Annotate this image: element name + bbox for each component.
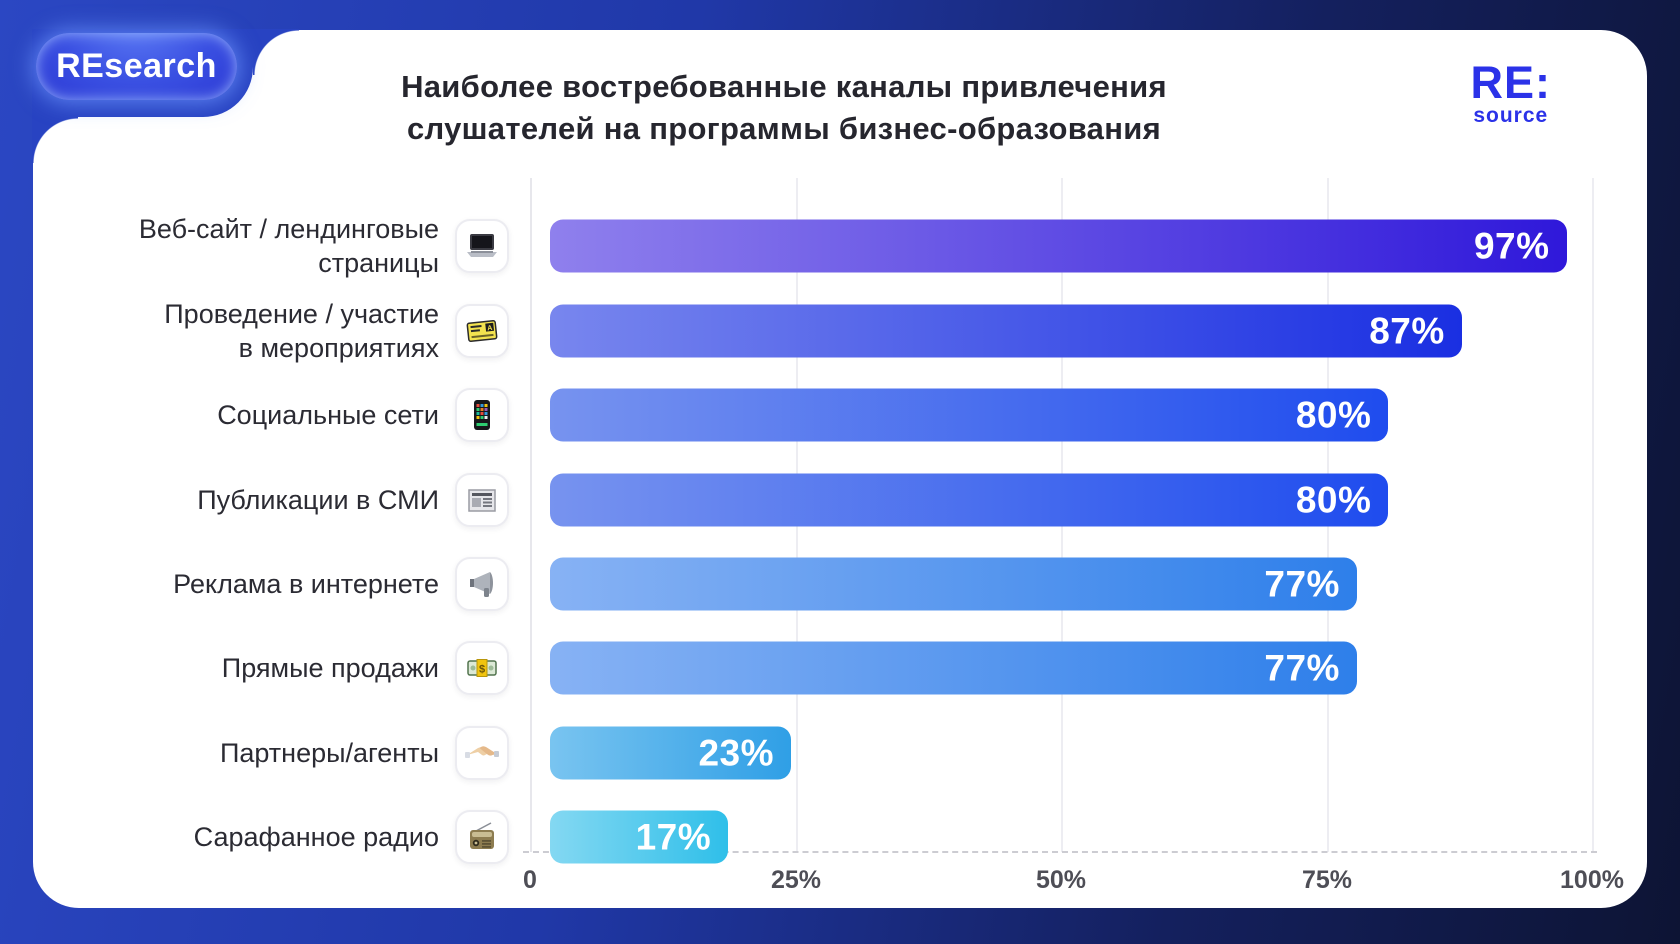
bar: 97% xyxy=(550,219,1567,273)
bar-track: 87% xyxy=(550,304,1598,358)
bar-value-label: 80% xyxy=(1295,479,1372,520)
x-tick-75: 75% xyxy=(1301,866,1353,894)
y-axis-line xyxy=(530,178,532,852)
bar-value-label: 17% xyxy=(635,816,712,857)
category-label: Проведение / участие в мероприятиях xyxy=(164,299,439,363)
bar-value-label: 97% xyxy=(1473,225,1550,266)
research-badge: REsearch xyxy=(36,33,237,100)
category-label: Веб-сайт / лендинговые страницы xyxy=(138,214,439,278)
category-label: Сарафанное радио xyxy=(193,822,439,852)
laptop-icon xyxy=(455,219,509,273)
x-tick-25: 25% xyxy=(770,866,822,894)
bar-track: 77% xyxy=(550,557,1598,611)
chart-row: Проведение / участие в мероприятиях A 87… xyxy=(33,289,1647,373)
resource-logo-sub: source xyxy=(1473,104,1549,127)
bar: 80% xyxy=(550,388,1389,442)
bar-value-label: 23% xyxy=(698,732,775,773)
page-title: Наиболее востребованные каналы привлечен… xyxy=(33,66,1535,150)
x-tick-0: 0 xyxy=(523,866,537,894)
bar: 77% xyxy=(550,557,1357,611)
bar-value-label: 87% xyxy=(1369,310,1445,351)
resource-logo-main: RE: xyxy=(1470,57,1551,108)
bar: 80% xyxy=(550,473,1389,527)
infographic-card: REsearch Наиболее востребованные каналы … xyxy=(32,29,1647,908)
bar-track: 17% xyxy=(550,810,1598,864)
category-label: Прямые продажи xyxy=(221,653,439,683)
notch-corner-right xyxy=(253,29,299,75)
bar-track: 77% xyxy=(550,641,1598,695)
x-tick-50: 50% xyxy=(1035,866,1087,894)
svg-text:$: $ xyxy=(479,664,485,676)
handshake-icon xyxy=(455,726,509,780)
chart-row: Сарафанное радио 17% xyxy=(33,795,1647,879)
bar-track: 80% xyxy=(550,473,1598,527)
bar-track: 23% xyxy=(550,726,1598,780)
chart-row: Публикации в СМИ 80% xyxy=(33,458,1647,542)
chart-row: Прямые продажи $ 77% xyxy=(33,626,1647,710)
chart-row: Реклама в интернете 77% xyxy=(33,542,1647,626)
newspaper-icon xyxy=(455,473,509,527)
gridline-100 xyxy=(1592,178,1594,852)
category-label: Социальные сети xyxy=(217,400,439,430)
bar: 87% xyxy=(550,304,1462,358)
category-label: Публикации в СМИ xyxy=(197,485,439,515)
bar: 17% xyxy=(550,810,729,864)
bar-value-label: 77% xyxy=(1264,563,1340,604)
money-icon: $ xyxy=(455,641,509,695)
page-title-line2: слушателей на программы бизнес-образован… xyxy=(407,111,1161,146)
notch-corner-below xyxy=(32,117,78,163)
category-label: Партнеры/агенты xyxy=(219,738,439,768)
admission-tickets-icon: A xyxy=(455,304,509,358)
bar-value-label: 80% xyxy=(1295,394,1372,435)
bar: 77% xyxy=(550,641,1357,695)
chart-row: Партнеры/агенты 23% xyxy=(33,711,1647,795)
bar-track: 97% xyxy=(550,219,1598,273)
x-tick-100: 100% xyxy=(1560,866,1624,894)
radio-icon xyxy=(455,810,509,864)
page-title-line1: Наиболее востребованные каналы привлечен… xyxy=(401,69,1167,104)
category-label: Реклама в интернете xyxy=(173,569,439,599)
bar: 23% xyxy=(550,726,792,780)
chart-row: Социальные сети 80% xyxy=(33,373,1647,457)
mobile-phone-icon xyxy=(455,388,509,442)
loudspeaker-icon xyxy=(455,557,509,611)
x-axis-dashed-line xyxy=(523,851,1597,853)
bar-value-label: 77% xyxy=(1264,647,1340,688)
bar-track: 80% xyxy=(550,388,1598,442)
svg-text:A: A xyxy=(487,325,493,332)
chart-row: Веб-сайт / лендинговые страницы 97% xyxy=(33,204,1647,288)
research-badge-label: REsearch xyxy=(56,47,217,85)
resource-logo: RE: source xyxy=(1471,60,1552,128)
